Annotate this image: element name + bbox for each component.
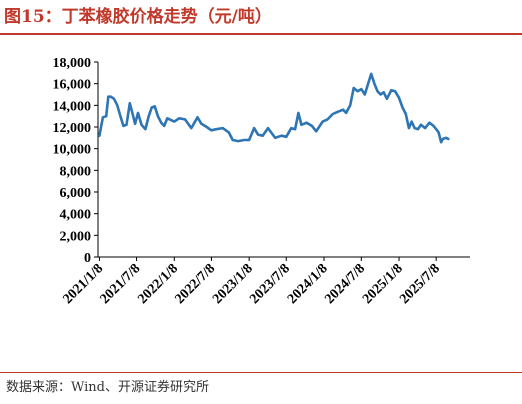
x-axis [98,256,470,261]
series-layer [98,72,450,144]
series-line [98,72,450,144]
y-tick-labels: 0 2,000 4,000 6,000 8,000 10,000 12,000 14,000 1… [53,56,92,266]
x-tick-label: 2023/1/8 [210,261,256,307]
x-tick-labels: 2021/1/82021/7/82022/1/82022/7/82023/1/8… [60,261,443,307]
y-tick-label: 2,000 [60,229,92,244]
y-tick-label: 4,000 [60,208,92,223]
y-tick-label: 6,000 [60,186,92,201]
x-tick-label: 2022/7/8 [172,261,218,307]
x-tick-label: 2021/7/8 [98,261,144,307]
x-tick-label: 2024/1/8 [285,261,331,307]
chart-title: 图15：丁苯橡胶价格走势（元/吨） [4,7,272,27]
y-tick-label: 14,000 [53,99,92,114]
y-tick-label: 8,000 [60,164,92,179]
source-divider [0,372,522,373]
line-chart: 0 2,000 4,000 6,000 8,000 10,000 12,000 14,000 1… [53,56,470,307]
x-tick-label: 2021/1/8 [60,261,106,307]
x-tick-label: 2022/1/8 [135,261,181,307]
y-tick-label: 10,000 [53,143,92,158]
y-tick-label: 16,000 [53,78,92,93]
title-divider [0,33,522,35]
x-tick-label: 2024/7/8 [322,261,368,307]
x-tick-label: 2023/7/8 [247,261,293,307]
x-tick-label: 2025/7/8 [397,261,443,307]
y-tick-label: 18,000 [53,56,92,71]
y-tick-label: 0 [84,251,91,266]
y-axis [94,61,99,258]
source-note: 数据来源：Wind、开源证券研究所 [6,380,209,395]
y-tick-label: 12,000 [53,121,92,136]
x-tick-label: 2025/1/8 [360,261,406,307]
